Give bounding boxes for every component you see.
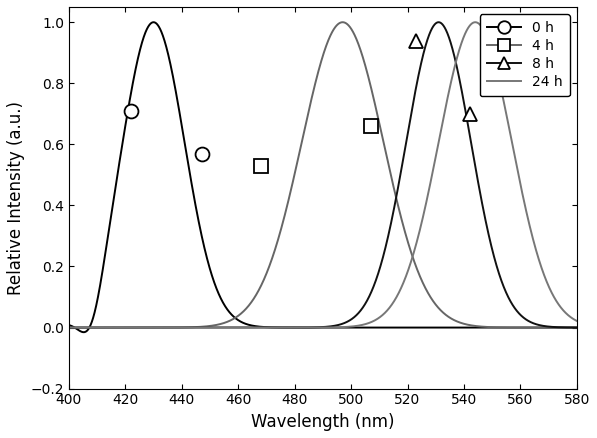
Y-axis label: Relative Intensity (a.u.): Relative Intensity (a.u.) bbox=[7, 101, 25, 295]
X-axis label: Wavelength (nm): Wavelength (nm) bbox=[251, 413, 395, 431]
Legend: 0 h, 4 h, 8 h, 24 h: 0 h, 4 h, 8 h, 24 h bbox=[479, 14, 570, 96]
